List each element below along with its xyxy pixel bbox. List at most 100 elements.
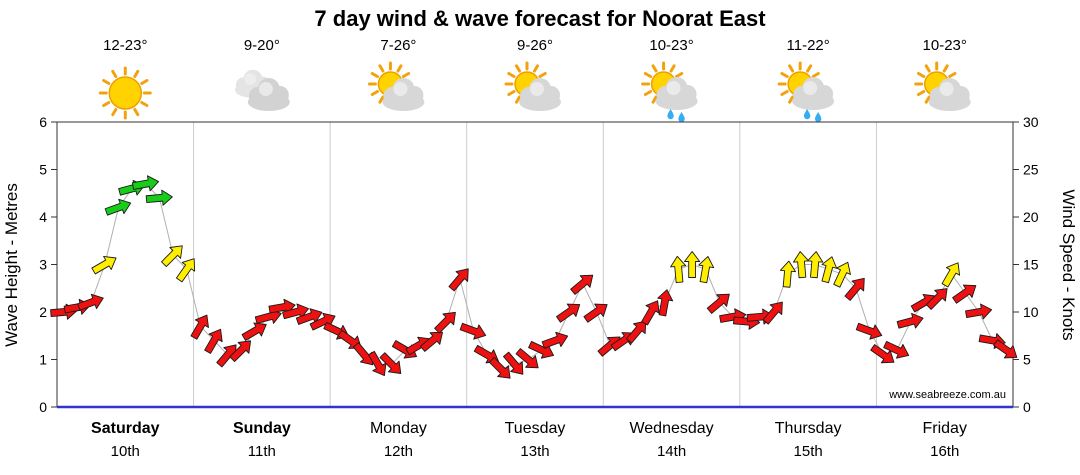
sun-ray <box>533 64 539 73</box>
sun-ray <box>948 72 957 78</box>
wind-arrow <box>488 356 511 379</box>
cloud-puff <box>542 86 560 104</box>
wind-axis-tick-label: 15 <box>1023 257 1039 273</box>
sun-ray <box>651 95 658 104</box>
wind-arrow <box>855 322 883 340</box>
wind-arrow <box>625 320 647 344</box>
wind-arrow <box>91 255 117 275</box>
wind-arrow <box>448 268 469 292</box>
wind-arrow <box>131 175 160 192</box>
sun-ray <box>811 72 820 78</box>
sun-rays-icon <box>98 66 152 120</box>
sun-ray <box>924 95 931 104</box>
sun-icon <box>108 76 143 110</box>
day-date-label: 13th <box>520 443 549 460</box>
sun-ray <box>133 69 140 79</box>
wind-trend-connector-line <box>63 183 1007 370</box>
temperature-range: 12-23° <box>103 37 147 54</box>
sun-ray <box>643 72 653 78</box>
temperature-range: 9-26° <box>517 37 553 54</box>
sun-ray <box>651 64 658 73</box>
day-date-label: 12th <box>384 443 413 460</box>
cloud-puff <box>815 85 834 103</box>
wind-arrow <box>420 331 444 352</box>
sun-ray <box>780 72 789 78</box>
sun-ray <box>507 72 516 78</box>
sun-ray <box>924 64 931 73</box>
cloud-icon <box>247 78 290 111</box>
wind-arrow <box>883 340 910 359</box>
sun-ray <box>111 107 118 117</box>
weather-icon-cloudy <box>235 69 290 111</box>
cloud-highlight <box>244 73 257 85</box>
cloud-highlight <box>939 82 954 96</box>
wind-arrow <box>762 301 783 325</box>
wind-arrow <box>556 303 581 323</box>
wind-arrow <box>176 258 196 283</box>
sun-ray <box>917 72 926 78</box>
wind-axis-tick-label: 10 <box>1023 304 1039 320</box>
sun-ray <box>507 90 516 96</box>
temperature-range: 7-26° <box>380 37 416 54</box>
cloud-puff <box>951 86 970 104</box>
raindrop-icon <box>678 112 685 123</box>
temperature-range: 11-22° <box>787 37 830 54</box>
wind-arrow <box>965 303 993 320</box>
wind-arrow <box>706 293 730 314</box>
watermark: www.seabreeze.com.au <box>888 389 1006 401</box>
cloud-puff <box>405 86 424 104</box>
wind-arrow <box>925 288 948 310</box>
plot-frame: 0 1 2 3 4 5 6 0 5 10 15 20 25 30 <box>39 114 1039 415</box>
day-date-label: 11th <box>248 443 276 460</box>
wind-arrow <box>570 274 594 295</box>
weather-icon-partly-cloudy <box>914 61 971 111</box>
wind-arrow <box>145 189 173 206</box>
sun-ray <box>370 72 379 78</box>
wind-arrow <box>583 303 608 323</box>
sun-ray <box>515 64 521 73</box>
wind-arrow <box>541 331 569 349</box>
wave-axis-tick-label: 5 <box>39 162 47 178</box>
wind-arrow <box>229 340 252 363</box>
wind-arrow <box>698 256 715 284</box>
weather-icon-partly-cloudy-rain <box>777 61 835 123</box>
temperature-row: 12-23° 9-20° 7-26° 9-26° 10-23° 11-22° 10-23° <box>103 37 967 54</box>
wind-arrow <box>515 348 539 369</box>
wind-arrow <box>821 256 838 284</box>
wind-arrow <box>670 255 687 283</box>
sun-ray <box>140 79 149 85</box>
wind-arrow <box>952 284 977 304</box>
wave-axis-tick-label: 6 <box>39 114 47 130</box>
wind-arrow <box>379 352 402 374</box>
wind-arrow <box>833 261 851 288</box>
wind-arrow <box>844 277 865 301</box>
wind-axis-tick-label: 5 <box>1023 352 1031 368</box>
cloud-highlight <box>666 81 681 95</box>
wind-arrow <box>779 260 796 288</box>
sun-ray <box>396 64 403 73</box>
weather-icon-partly-cloudy <box>504 61 561 111</box>
cloud-icon <box>928 78 971 111</box>
day-name-label: Thursday <box>775 420 842 437</box>
page-title: 7 day wind & wave forecast for Noorat Ea… <box>314 6 766 31</box>
axis-label-wind-speed: Wind Speed - Knots <box>1059 189 1078 340</box>
wind-arrow <box>993 339 1018 359</box>
day-labels-row: Saturday 10th Sunday 11th Monday 12th Tuesday 1… <box>91 420 967 460</box>
sun-ray <box>111 69 118 79</box>
day-name-label: Tuesday <box>505 420 566 437</box>
wind-arrow <box>684 251 701 278</box>
wind-axis-tick-label: 0 <box>1023 399 1031 415</box>
cloud-icon <box>519 78 561 111</box>
wind-arrow <box>104 198 132 216</box>
cloud-highlight <box>258 82 273 96</box>
sun-ray <box>942 64 949 73</box>
sun-ray <box>102 101 111 107</box>
temperature-range: 9-20° <box>244 37 280 54</box>
sun-ray <box>788 95 795 104</box>
day-name-label: Sunday <box>233 420 291 437</box>
sun-ray <box>780 90 789 96</box>
sun-ray <box>643 90 653 96</box>
sun-ray <box>140 101 149 107</box>
sun-ray <box>669 64 676 73</box>
